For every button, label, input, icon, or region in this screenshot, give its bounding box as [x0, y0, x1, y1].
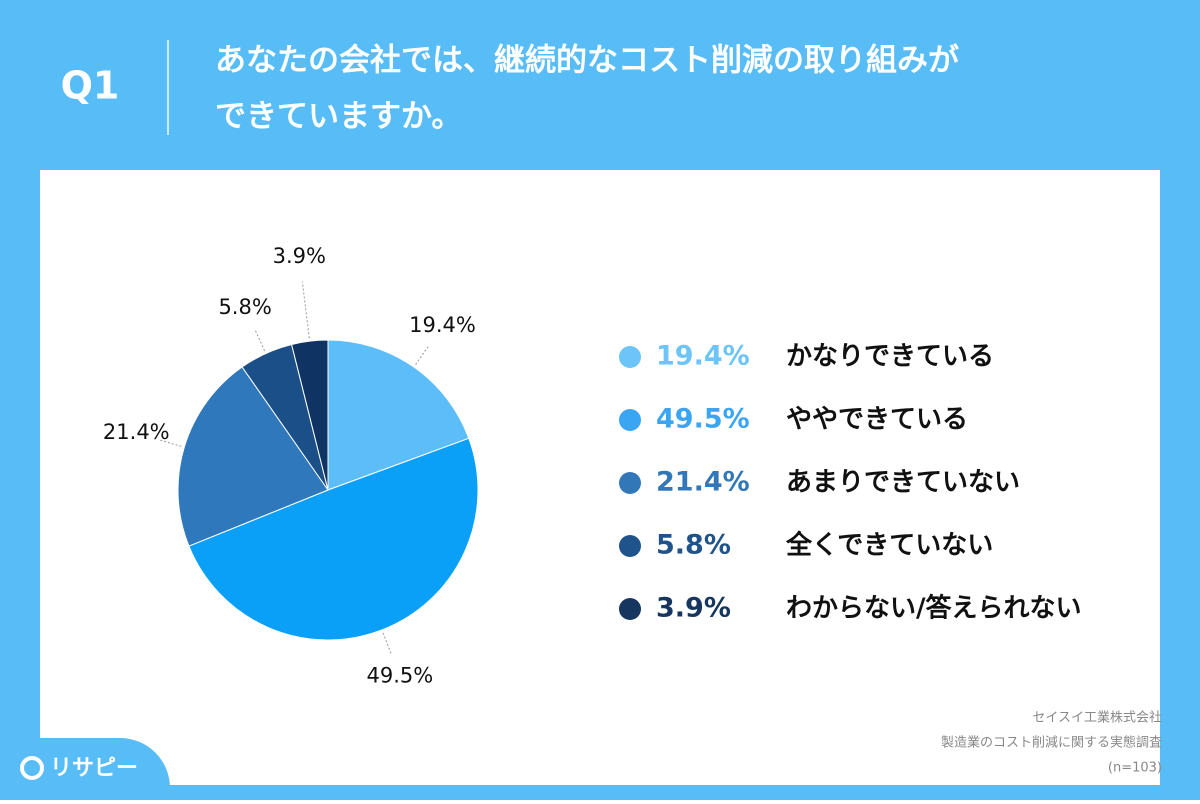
source: (n=103): [1108, 761, 1162, 776]
legend-label: わからない/答えられない: [786, 593, 1082, 624]
data-label: 21.4%: [103, 420, 170, 444]
leader-line: [301, 281, 310, 339]
logo: リサピー: [50, 756, 138, 781]
pie-slice: [291, 339, 329, 491]
legend-value: 5.8%: [656, 530, 731, 561]
data-label: 49.5%: [367, 664, 434, 688]
pie-slice: [177, 366, 329, 547]
legend-value: 3.9%: [656, 593, 731, 624]
legend-label: あまりできていない: [786, 468, 1020, 498]
legend-swatch: [619, 409, 641, 431]
source: セイスイ工業株式会社: [1032, 710, 1162, 726]
logo-icon: [20, 756, 44, 780]
legend-swatch: [619, 598, 641, 620]
legend-value: 49.5%: [656, 404, 750, 435]
legend-swatch: [619, 535, 641, 557]
legend-value: 19.4%: [656, 341, 750, 372]
legend-value: 21.4%: [656, 467, 750, 498]
source: 製造業のコスト削減に関する実態調査: [941, 735, 1162, 751]
legend-swatch: [619, 346, 641, 368]
chart-title: あなたの会社では、継続的なコスト削減の取り組みが: [215, 43, 959, 79]
data-label: 5.8%: [218, 295, 271, 319]
legend-label: 全くできていない: [785, 530, 993, 561]
data-label: 19.4%: [409, 313, 476, 337]
pie-slice: [327, 339, 470, 491]
pie-slice: [188, 437, 479, 641]
data-label: 3.9%: [273, 244, 326, 268]
logo-tab: [0, 738, 170, 800]
legend-label: かなりできている: [786, 342, 994, 372]
chart-title: できていますか。: [215, 99, 462, 135]
question-number: Q1: [61, 64, 120, 108]
legend-label: ややできている: [786, 405, 968, 435]
legend-swatch: [619, 472, 641, 494]
